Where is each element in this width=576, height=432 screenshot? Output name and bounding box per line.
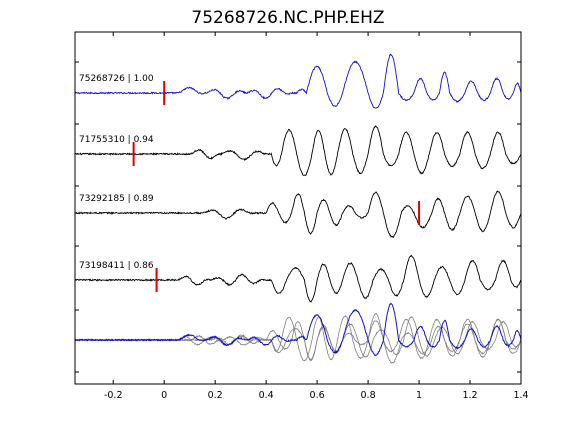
trace-line-3 bbox=[74, 190, 522, 239]
trace-label-2: 71755310 | 0.94 bbox=[79, 135, 154, 145]
trace-line-4 bbox=[74, 254, 522, 303]
x-tick-label: 0.2 bbox=[208, 390, 223, 401]
stack-line-1 bbox=[74, 302, 522, 357]
x-tick-label: 0.6 bbox=[310, 390, 325, 401]
trace-label-4: 73198411 | 0.86 bbox=[79, 261, 154, 271]
x-tick-label: -0.2 bbox=[104, 390, 123, 401]
axes-frame bbox=[74, 31, 522, 385]
x-tick-label: 0 bbox=[161, 390, 167, 401]
x-tick-label: 1 bbox=[416, 390, 422, 401]
trace-label-1: 75268726 | 1.00 bbox=[79, 74, 154, 84]
trace-line-1 bbox=[74, 53, 522, 109]
x-axis: -0.2 0 0.2 0.4 0.6 0.8 1 1.2 1.4 bbox=[104, 32, 529, 401]
x-tick-label: 0.4 bbox=[259, 390, 274, 401]
x-tick-label: 1.2 bbox=[462, 390, 477, 401]
stack-line-3 bbox=[74, 318, 522, 364]
x-tick-label: 0.8 bbox=[361, 390, 376, 401]
plot-area: 75268726 | 1.00 71755310 | 0.94 73292185 |… bbox=[74, 53, 522, 364]
trace-label-3: 73292185 | 0.89 bbox=[79, 194, 154, 204]
stack-line-2 bbox=[74, 313, 522, 362]
y-axis-ticks bbox=[75, 31, 521, 373]
x-tick-label: 1.4 bbox=[513, 390, 528, 401]
chart-title: 75268726.NC.PHP.EHZ bbox=[191, 8, 384, 28]
trace-line-2 bbox=[74, 125, 522, 177]
